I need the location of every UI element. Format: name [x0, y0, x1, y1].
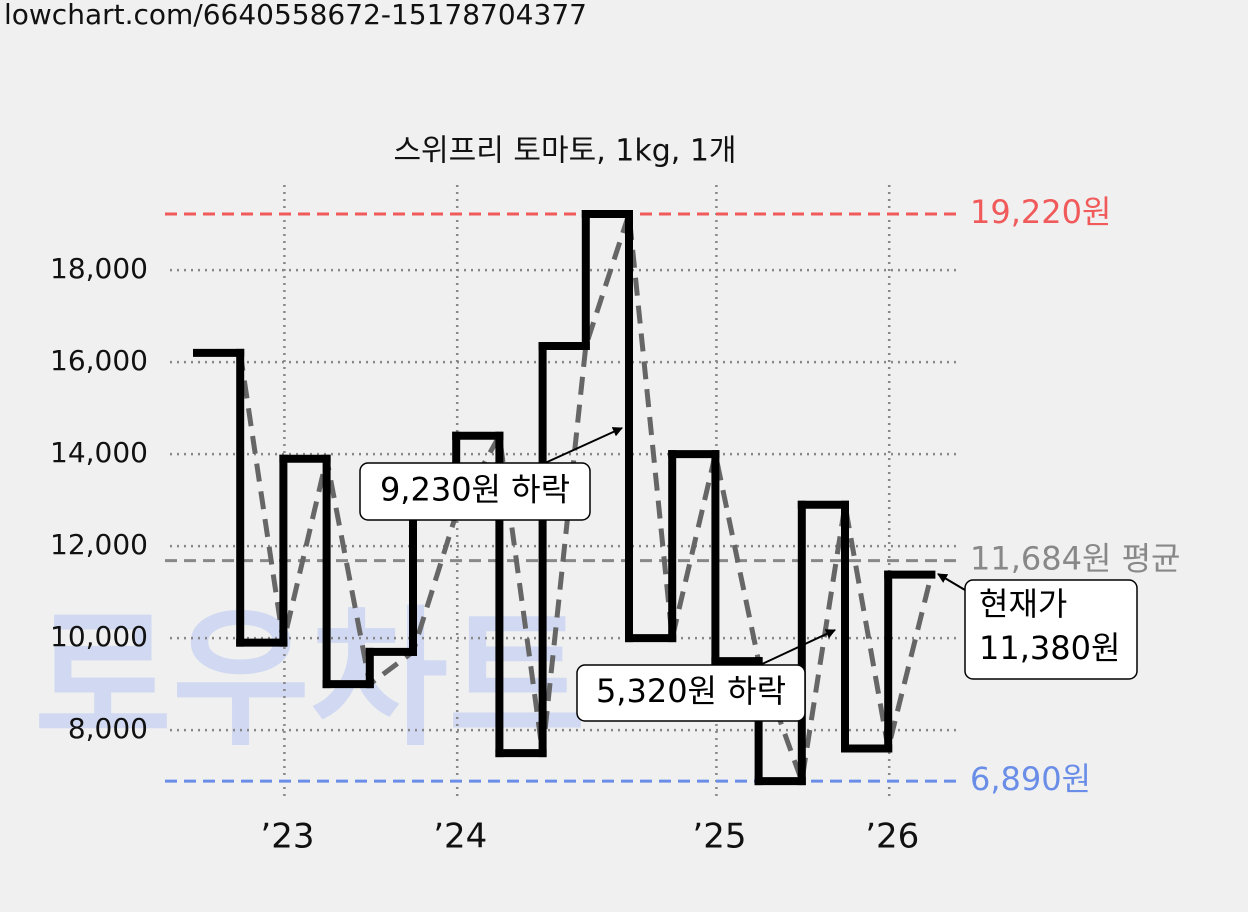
annotation-box	[964, 579, 1138, 680]
reference-label: 19,220원	[970, 193, 1111, 231]
y-tick-label: 16,000	[50, 344, 148, 377]
annotation-text: 5,320원 하락	[596, 672, 786, 710]
x-tick-label: ’23	[260, 817, 314, 857]
annotation-box	[359, 462, 591, 521]
annotation-text: 9,230원 하락	[380, 471, 570, 509]
annotation-text: 11,380원	[979, 629, 1120, 667]
annotation-box	[576, 664, 806, 722]
annotation-arrow	[937, 573, 966, 591]
y-tick-label: 10,000	[50, 620, 148, 653]
y-tick-label: 18,000	[50, 252, 148, 285]
annotation-arrow	[544, 427, 623, 464]
annotation-arrow	[759, 629, 836, 666]
annotation-text: 현재가	[979, 585, 1067, 623]
chart-title: 스위프리 토마토, 1kg, 1개	[393, 134, 736, 169]
x-tick-label: ’25	[692, 817, 746, 857]
y-tick-label: 14,000	[50, 436, 148, 469]
trend-line	[237, 213, 934, 782]
y-tick-label: 12,000	[50, 528, 148, 561]
y-tick-label: 8,000	[68, 712, 148, 745]
reference-label: 6,890원	[970, 760, 1091, 798]
x-tick-label: ’26	[865, 817, 919, 857]
source-url: lowchart.com/6640558672-15178704377	[4, 0, 587, 31]
x-tick-label: ’24	[433, 817, 487, 857]
reference-label: 11,684원 평균	[970, 540, 1180, 578]
watermark: 로우차트	[34, 593, 586, 767]
